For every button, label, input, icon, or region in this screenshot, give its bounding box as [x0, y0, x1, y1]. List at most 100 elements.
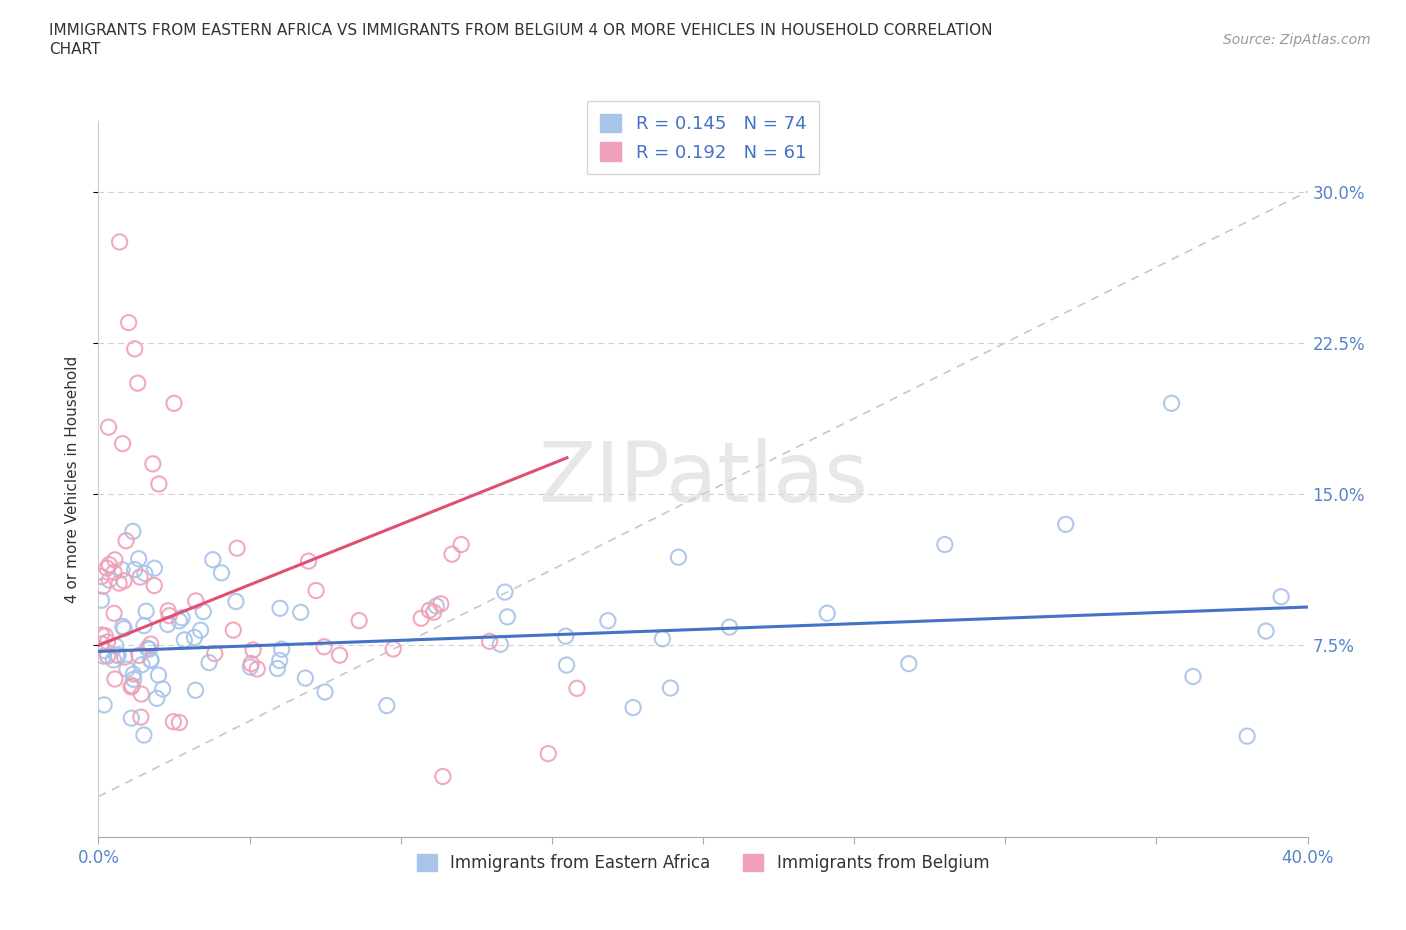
Point [105, 647, 128, 662]
Point [108, 234, 131, 249]
Point [450, 537, 472, 551]
Point [138, 642, 160, 657]
Point [555, 658, 578, 672]
Point [148, 476, 170, 491]
Point [1270, 590, 1292, 604]
Text: IMMIGRANTS FROM EASTERN AFRICA VS IMMIGRANTS FROM BELGIUM 4 OR MORE VEHICLES IN : IMMIGRANTS FROM EASTERN AFRICA VS IMMIGR… [49, 23, 993, 38]
Point [537, 746, 560, 761]
Point [329, 647, 352, 662]
Legend: Immigrants from Eastern Africa, Immigrants from Belgium: Immigrants from Eastern Africa, Immigran… [411, 847, 995, 879]
Point [1160, 396, 1182, 411]
Point [201, 552, 224, 567]
Point [169, 715, 191, 730]
Point [90, 636, 112, 651]
Point [478, 634, 501, 649]
Point [142, 457, 165, 472]
Point [270, 642, 292, 657]
Point [115, 662, 138, 677]
Point [107, 648, 129, 663]
Point [157, 608, 180, 623]
Point [440, 547, 463, 562]
Point [127, 376, 149, 391]
Point [897, 657, 920, 671]
Point [718, 619, 741, 634]
Point [104, 552, 127, 567]
Point [129, 710, 152, 724]
Point [184, 593, 207, 608]
Point [565, 681, 588, 696]
Point [222, 623, 245, 638]
Point [97, 648, 120, 663]
Point [135, 604, 157, 618]
Point [432, 769, 454, 784]
Point [96, 561, 118, 576]
Point [225, 594, 247, 609]
Point [659, 681, 682, 696]
Point [1254, 624, 1277, 639]
Point [204, 646, 226, 661]
Point [103, 605, 125, 620]
Point [90, 569, 112, 584]
Point [430, 596, 453, 611]
Point [211, 565, 233, 580]
Point [297, 553, 319, 568]
Point [98, 573, 121, 588]
Point [104, 671, 127, 686]
Point [375, 698, 398, 713]
Point [418, 603, 440, 618]
Point [118, 315, 141, 330]
Point [290, 604, 312, 619]
Point [108, 576, 131, 591]
Point [111, 563, 134, 578]
Point [120, 711, 142, 725]
Point [91, 578, 114, 593]
Point [97, 419, 120, 434]
Point [131, 658, 153, 672]
Point [103, 653, 125, 668]
Point [651, 631, 673, 646]
Point [382, 642, 405, 657]
Point [131, 686, 153, 701]
Point [139, 653, 162, 668]
Point [96, 634, 118, 649]
Point [93, 648, 115, 663]
Point [425, 599, 447, 614]
Point [621, 700, 644, 715]
Point [121, 524, 143, 538]
Point [163, 396, 186, 411]
Point [269, 601, 291, 616]
Point [115, 533, 138, 548]
Point [146, 691, 169, 706]
Point [124, 562, 146, 577]
Point [112, 573, 135, 588]
Point [111, 619, 134, 634]
Point [90, 592, 112, 607]
Point [190, 623, 212, 638]
Point [423, 604, 446, 619]
Point [132, 618, 155, 633]
Point [347, 613, 370, 628]
Text: Source: ZipAtlas.com: Source: ZipAtlas.com [1223, 33, 1371, 46]
Point [183, 630, 205, 644]
Point [134, 566, 156, 581]
Point [173, 632, 195, 647]
Text: CHART: CHART [49, 42, 101, 57]
Point [269, 653, 291, 668]
Point [1054, 517, 1077, 532]
Point [136, 641, 159, 656]
Point [554, 629, 576, 644]
Point [152, 682, 174, 697]
Point [98, 557, 121, 572]
Point [1182, 669, 1205, 684]
Point [239, 659, 262, 674]
Point [294, 671, 316, 685]
Point [314, 684, 336, 699]
Point [184, 683, 207, 698]
Point [489, 637, 512, 652]
Point [124, 341, 146, 356]
Point [934, 537, 956, 551]
Point [494, 585, 516, 600]
Text: ZIPatlas: ZIPatlas [538, 438, 868, 520]
Point [114, 650, 136, 665]
Point [305, 583, 328, 598]
